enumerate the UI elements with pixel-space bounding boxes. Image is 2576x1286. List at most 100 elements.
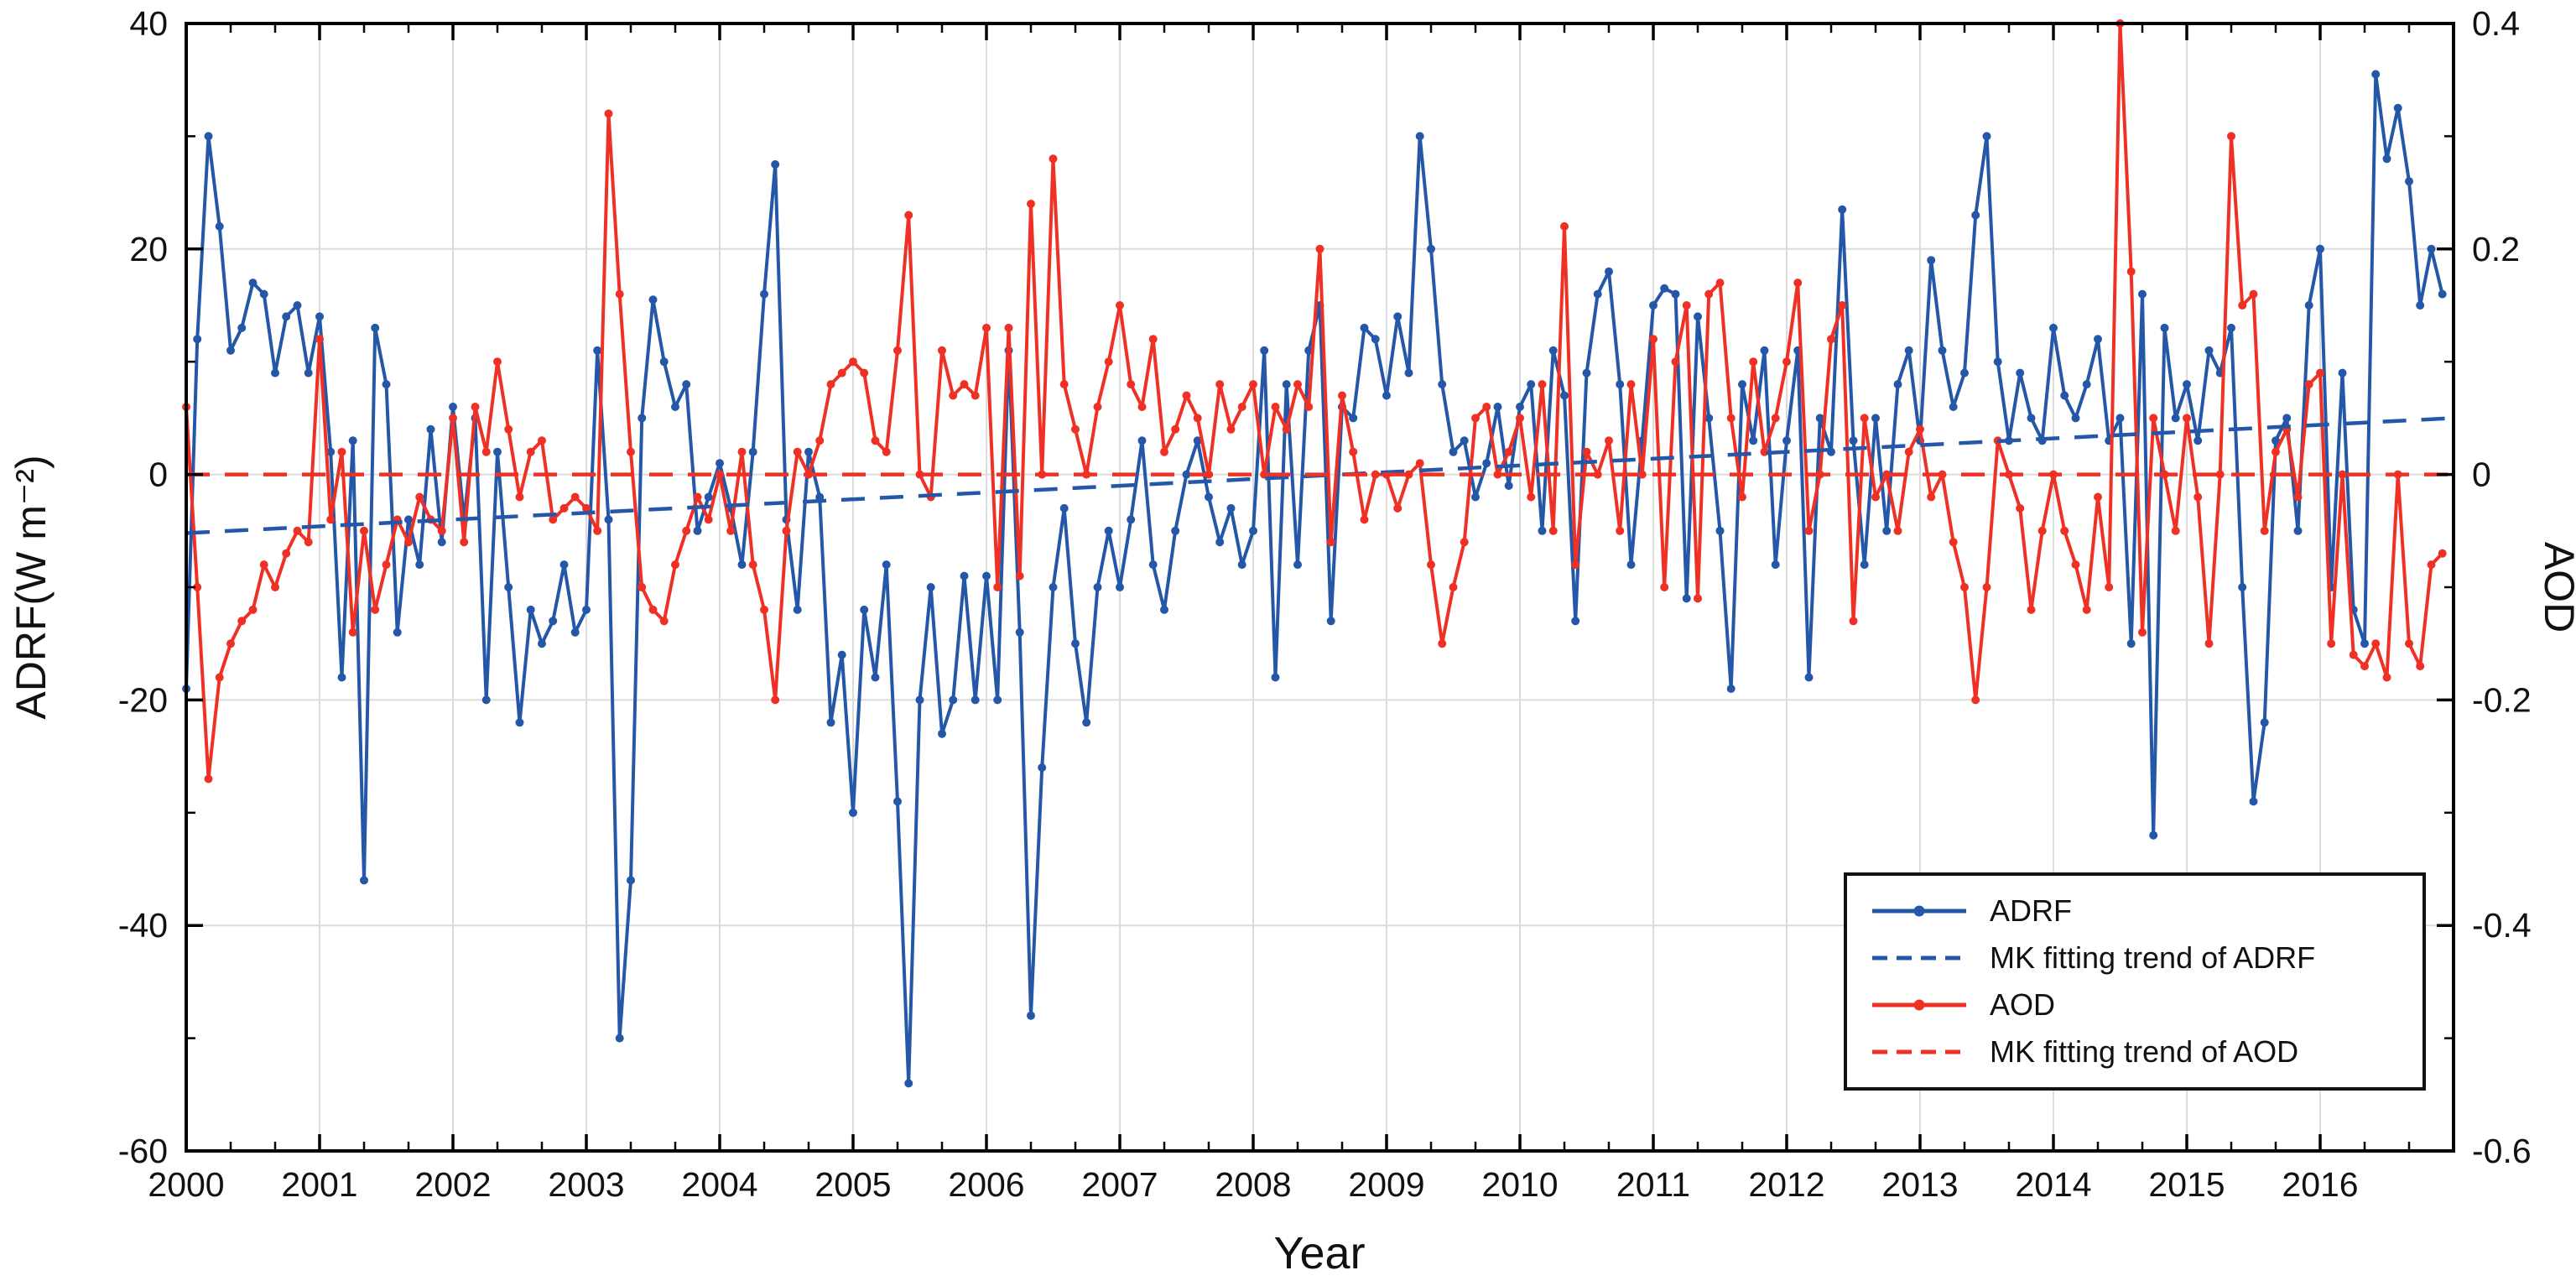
aod-marker: [1893, 526, 1902, 535]
adrf-marker: [1960, 368, 1969, 377]
aod-marker: [1127, 380, 1136, 389]
aod-marker: [1049, 154, 1058, 164]
y-left-tick-label: -40: [118, 906, 168, 945]
adrf-marker: [1560, 391, 1569, 400]
adrf-marker: [871, 673, 880, 682]
adrf-marker: [960, 571, 969, 581]
adrf-marker: [860, 605, 869, 614]
aod-marker: [704, 515, 713, 524]
aod-marker: [2194, 492, 2203, 502]
aod-marker: [1971, 695, 1980, 705]
legend-label: MK fitting trend of ADRF: [1990, 940, 2316, 975]
y-left-tick-label: -20: [118, 680, 168, 719]
adrf-marker: [315, 312, 324, 321]
adrf-marker: [549, 617, 558, 626]
adrf-marker: [526, 605, 535, 614]
adrf-marker: [1804, 673, 1814, 682]
legend-dashed-line-sample: [1872, 955, 1966, 961]
aod-marker: [682, 526, 691, 535]
aod-marker: [337, 447, 346, 456]
aod-marker: [860, 368, 869, 377]
aod-marker: [1093, 403, 1102, 411]
adrf-marker: [615, 1033, 624, 1043]
adrf-marker: [1415, 132, 1424, 141]
adrf-marker: [1082, 718, 1091, 727]
aod-marker: [1482, 403, 1491, 411]
aod-marker: [304, 538, 313, 547]
aod-marker: [2249, 289, 2258, 299]
adrf-marker: [1160, 605, 1168, 614]
aod-marker: [1271, 403, 1280, 411]
adrf-marker: [1827, 447, 1835, 456]
aod-marker: [1104, 357, 1113, 367]
adrf-marker: [1527, 380, 1536, 389]
aod-marker: [2316, 368, 2324, 377]
adrf-marker: [493, 447, 502, 456]
aod-marker: [904, 211, 913, 220]
adrf-marker: [1304, 346, 1314, 355]
aod-marker: [515, 492, 524, 502]
adrf-marker: [1193, 436, 1202, 445]
aod-marker: [1571, 560, 1580, 570]
adrf-marker: [2138, 289, 2147, 299]
adrf-marker: [1471, 492, 1480, 502]
aod-marker: [1916, 424, 1924, 434]
adrf-marker: [1516, 403, 1524, 411]
aod-marker: [404, 538, 413, 547]
aod-marker: [2416, 662, 2425, 671]
adrf-marker: [1015, 627, 1024, 637]
adrf-marker: [504, 583, 513, 591]
adrf-marker: [1205, 492, 1213, 502]
adrf-marker: [1815, 414, 1824, 423]
aod-marker: [1804, 526, 1814, 535]
adrf-marker: [1059, 503, 1069, 513]
adrf-marker: [1382, 391, 1391, 400]
aod-marker: [1960, 583, 1969, 591]
aod-marker: [659, 617, 669, 626]
y-right-tick-label: -0.4: [2472, 906, 2532, 945]
adrf-marker: [2260, 718, 2269, 727]
x-tick-label: 2013: [1881, 1165, 1958, 1204]
x-tick-label: 2006: [948, 1165, 1024, 1204]
aod-marker: [315, 335, 324, 344]
aod-marker: [2405, 639, 2413, 648]
adrf-marker: [1538, 526, 1547, 535]
aod-marker: [2204, 639, 2214, 648]
adrf-marker: [1148, 560, 1158, 570]
adrf-marker: [1993, 357, 2002, 367]
adrf-marker: [449, 403, 457, 411]
adrf-marker: [1616, 380, 1625, 389]
legend: ADRF MK fitting trend of ADRF AOD MK fittin…: [1844, 872, 2426, 1091]
aod-marker: [2260, 526, 2269, 535]
aod-marker: [1682, 301, 1691, 310]
aod-marker: [2183, 414, 2191, 423]
aod-marker: [782, 526, 791, 535]
aod-marker: [1771, 414, 1780, 423]
adrf-marker: [593, 346, 602, 355]
aod-marker: [982, 323, 991, 332]
aod-marker: [215, 673, 224, 682]
adrf-marker: [2183, 380, 2191, 389]
aod-marker: [1715, 279, 1725, 288]
adrf-marker: [716, 459, 724, 468]
adrf-marker: [760, 289, 768, 299]
adrf-marker: [204, 132, 213, 141]
aod-marker: [893, 346, 902, 355]
aod-marker: [1649, 335, 1657, 344]
y-right-tick-label: 0.4: [2472, 4, 2520, 43]
aod-marker: [1538, 380, 1547, 389]
aod-marker: [371, 605, 380, 614]
y-right-tick-label: 0: [2472, 456, 2491, 494]
adrf-marker: [2382, 154, 2391, 164]
aod-marker: [1059, 380, 1069, 389]
adrf-marker: [648, 295, 658, 305]
adrf-marker: [982, 571, 991, 581]
aod-marker: [2138, 627, 2147, 637]
aod-marker: [293, 526, 302, 535]
y-axis-left-label: ADRF(W m⁻²): [8, 455, 55, 719]
legend-line-marker-sample: [1872, 905, 1966, 917]
x-tick-label: 2015: [2148, 1165, 2225, 1204]
adrf-marker: [559, 560, 569, 570]
